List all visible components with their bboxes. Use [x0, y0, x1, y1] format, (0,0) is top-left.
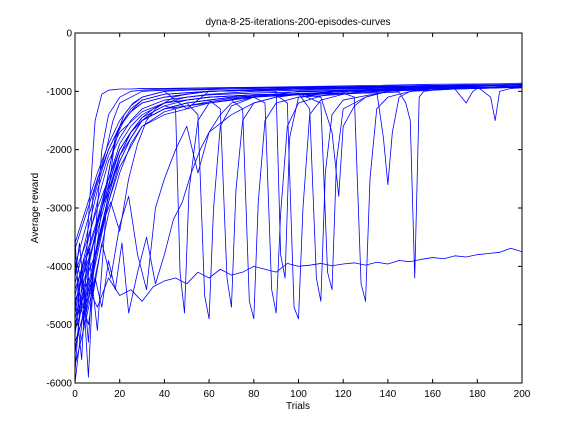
x-tick-label: 200 — [514, 389, 531, 400]
x-tick-label: 140 — [380, 389, 397, 400]
y-tick-label: -5000 — [46, 320, 72, 331]
y-tick-label: -6000 — [46, 379, 72, 390]
series-line-14 — [75, 86, 522, 314]
series-line-21 — [75, 85, 522, 284]
y-tick-label: 0 — [66, 29, 72, 40]
x-tick-label: 100 — [290, 389, 307, 400]
series-line-10 — [75, 247, 522, 325]
y-axis-ticks: 0 -1000 -2000 -3000 -4000 -5000 -6000 — [46, 29, 522, 390]
series-line-1 — [75, 82, 522, 361]
y-tick-label: -4000 — [46, 262, 72, 273]
x-tick-label: 180 — [469, 389, 486, 400]
y-tick-label: -3000 — [46, 204, 72, 215]
x-axis-label: Trials — [286, 401, 310, 412]
y-axis-label: Average reward — [30, 173, 41, 243]
chart-title: dyna-8-25-iterations-200-episodes-curves — [205, 17, 390, 28]
series-line-19 — [75, 86, 522, 366]
x-tick-label: 20 — [114, 389, 126, 400]
series-line-24 — [75, 83, 522, 244]
x-tick-label: 160 — [424, 389, 441, 400]
x-tick-label: 0 — [72, 389, 78, 400]
x-tick-label: 60 — [204, 389, 216, 400]
series-layer — [75, 82, 522, 383]
y-tick-label: -2000 — [46, 145, 72, 156]
series-line-7 — [75, 84, 522, 343]
x-tick-label: 80 — [248, 389, 260, 400]
x-axis-ticks: 0 20 40 60 80 100 120 140 160 180 200 — [72, 33, 531, 400]
series-line-26 — [75, 86, 522, 349]
x-tick-label: 40 — [159, 389, 171, 400]
x-tick-label: 120 — [335, 389, 352, 400]
y-tick-label: -1000 — [46, 87, 72, 98]
series-line-25 — [75, 86, 522, 279]
